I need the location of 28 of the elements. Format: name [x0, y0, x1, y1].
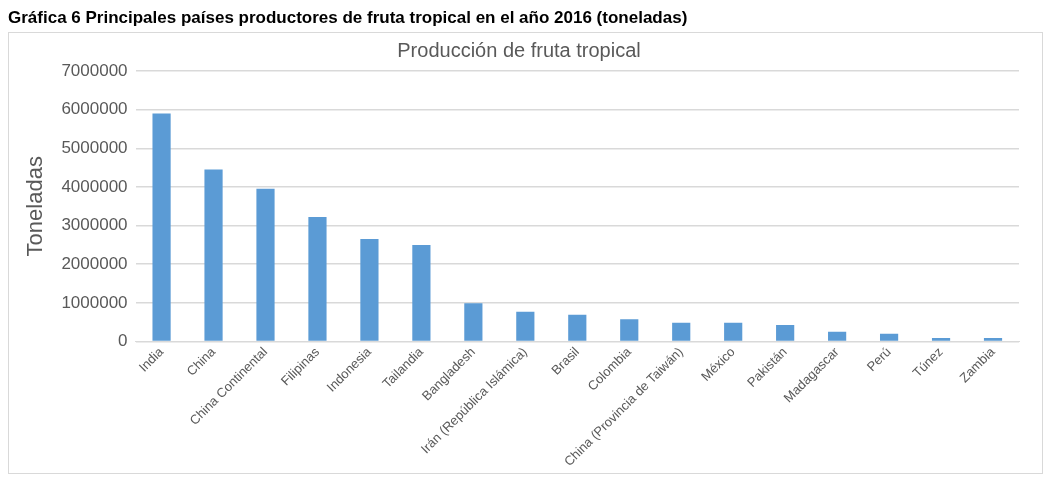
bar [516, 311, 535, 341]
bar [983, 338, 1003, 341]
y-tick-label: 4000000 [61, 176, 128, 196]
text: Gráfica 6 Principales países productores de fruta tropical en el año 2016 (toneladas) [8, 8, 689, 28]
bar [308, 217, 327, 341]
chart-title: Producción de fruta tropical [397, 38, 641, 61]
bar [256, 188, 275, 341]
y-axis-title: Toneladas [22, 156, 48, 257]
y-tick-label: 6000000 [61, 99, 128, 119]
bar [568, 314, 587, 341]
bar [464, 303, 483, 341]
y-tick-label: 0 [118, 331, 128, 351]
bar [724, 322, 743, 341]
y-tick-label: 1000000 [61, 292, 128, 312]
y-tick-label: 3000000 [61, 215, 128, 235]
bar [931, 338, 951, 341]
bar [204, 169, 223, 341]
bar [879, 333, 899, 341]
bar [620, 319, 639, 341]
y-tick-label: 5000000 [61, 137, 128, 157]
bar [360, 239, 379, 341]
bar [828, 331, 847, 341]
y-tick-label: 2000000 [61, 253, 128, 273]
bar [412, 244, 431, 341]
bar [776, 324, 795, 341]
bar [672, 322, 691, 341]
y-tick-label: 7000000 [61, 60, 128, 80]
bar [152, 113, 171, 341]
